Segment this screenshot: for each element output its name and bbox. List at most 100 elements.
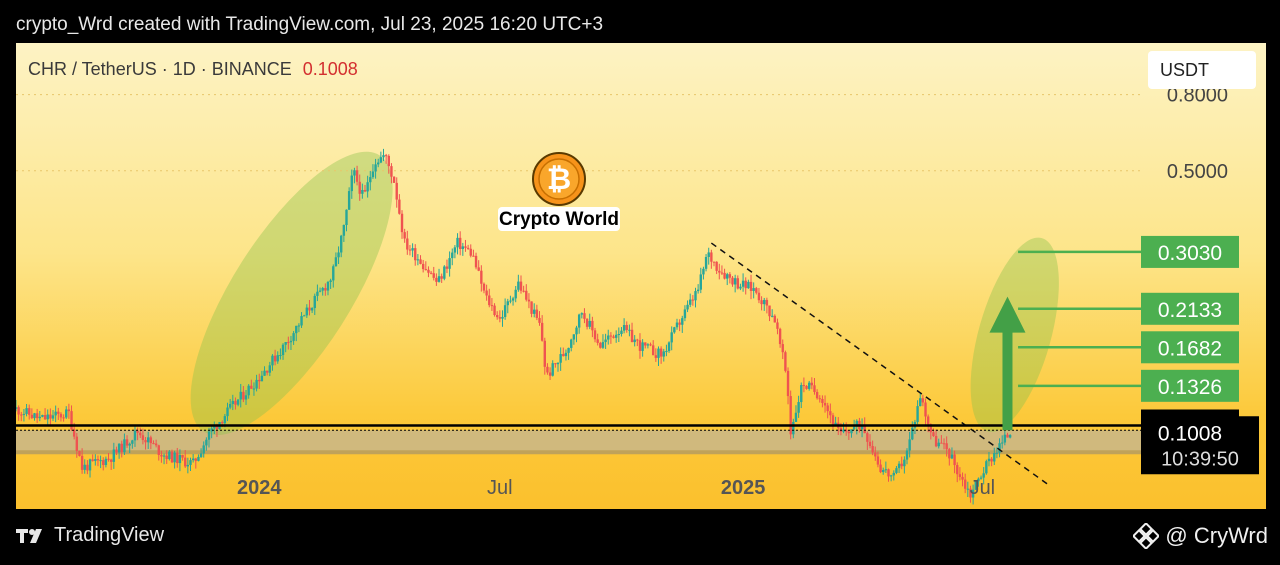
- candle-body: [469, 248, 472, 256]
- candle-body: [443, 266, 446, 279]
- candle-body: [318, 290, 322, 292]
- candle-body: [374, 164, 377, 172]
- candle-body: [757, 292, 761, 301]
- candle-body: [131, 440, 134, 444]
- candle-body: [673, 327, 676, 333]
- candle-body: [686, 304, 689, 310]
- candle-body: [781, 344, 784, 353]
- candle-body: [879, 464, 882, 473]
- candle-body: [786, 370, 790, 397]
- candle-body: [43, 415, 47, 420]
- candle-body: [329, 280, 332, 282]
- candle-body: [279, 355, 282, 357]
- candle-body: [768, 305, 771, 317]
- candle-body: [244, 395, 248, 400]
- candle-body: [176, 452, 179, 464]
- candle-body: [379, 157, 383, 163]
- candle-body: [929, 424, 933, 433]
- candle-body: [670, 332, 673, 343]
- candle-body: [234, 400, 237, 405]
- candle-body: [702, 268, 705, 275]
- candle-body: [57, 411, 60, 414]
- candle-body: [263, 370, 266, 376]
- candle-body: [133, 430, 137, 441]
- candle-body: [347, 191, 351, 210]
- candle-body: [107, 458, 110, 460]
- candle-body: [517, 281, 520, 290]
- candle-body: [408, 249, 412, 251]
- candle-body: [75, 436, 79, 451]
- candle-body: [577, 314, 581, 328]
- currency-selector[interactable]: USDT: [1148, 51, 1256, 89]
- candle-body: [302, 315, 306, 317]
- candle-body: [54, 411, 57, 416]
- candle-body: [466, 247, 470, 249]
- candle-body: [41, 415, 44, 417]
- candle-body: [982, 473, 985, 478]
- candle-body: [59, 413, 63, 418]
- candle-body: [1003, 434, 1007, 443]
- candle-body: [297, 325, 301, 327]
- candle-body: [636, 339, 639, 341]
- candle-body: [501, 316, 504, 319]
- candle-body: [191, 458, 195, 461]
- candle-body: [871, 446, 874, 453]
- candle-body: [739, 286, 742, 289]
- candle-body: [109, 459, 113, 462]
- candle-body: [268, 365, 272, 373]
- candle-body: [123, 439, 126, 453]
- symbol-info: CHR / TetherUS · 1D · BINANCE 0.1008: [28, 59, 358, 80]
- candle-body: [591, 320, 594, 331]
- price-chart[interactable]: 0.30300.21330.16820.13260.10380.100810:3…: [16, 43, 1266, 509]
- candle-body: [651, 345, 655, 356]
- candle-body: [157, 445, 160, 455]
- candle-body: [358, 181, 361, 194]
- candle-body: [546, 366, 549, 373]
- candle-body: [948, 449, 951, 459]
- candle-body: [741, 280, 745, 287]
- downtrend-line: [710, 242, 1049, 486]
- candle-body: [265, 370, 269, 373]
- x-tick-label: 2025: [721, 477, 766, 499]
- candle-body: [884, 469, 888, 471]
- candle-body: [400, 213, 404, 233]
- candle-body: [533, 309, 536, 314]
- candle-body: [477, 267, 480, 271]
- candle-body: [506, 301, 509, 306]
- candle-body: [456, 237, 459, 248]
- chart-area[interactable]: 0.30300.21330.16820.13260.10380.100810:3…: [16, 43, 1266, 509]
- candle-body: [488, 295, 491, 306]
- candle-body: [437, 276, 441, 282]
- tradingview-brand[interactable]: TradingView: [16, 524, 164, 547]
- candle-body: [406, 238, 409, 250]
- candle-body: [760, 300, 763, 305]
- candle-body: [117, 443, 121, 453]
- candle-body: [966, 488, 970, 490]
- candle-body: [802, 385, 806, 387]
- candle-body: [355, 170, 359, 182]
- candle-body: [255, 379, 258, 389]
- candle-body: [51, 415, 55, 419]
- candle-body: [908, 439, 911, 451]
- candle-body: [614, 334, 618, 338]
- candle-body: [776, 322, 779, 329]
- candle-body: [20, 414, 23, 416]
- candle-body: [94, 459, 97, 461]
- candle-body: [807, 382, 811, 389]
- candle-body: [778, 328, 782, 345]
- candle-body: [834, 422, 837, 425]
- tradingview-logo-icon: [16, 528, 42, 543]
- candle-body: [860, 424, 864, 430]
- candle-body: [551, 363, 554, 376]
- candle-body: [712, 261, 716, 263]
- target-label-box: [1141, 292, 1239, 325]
- candle-body: [353, 170, 356, 176]
- candle-body: [723, 272, 726, 279]
- candle-body: [538, 317, 541, 323]
- candle-body: [207, 431, 211, 440]
- candle-body: [141, 435, 145, 441]
- candle-body: [641, 342, 644, 351]
- candle-body: [678, 322, 681, 325]
- candle-body: [559, 354, 562, 363]
- candle-body: [178, 455, 182, 464]
